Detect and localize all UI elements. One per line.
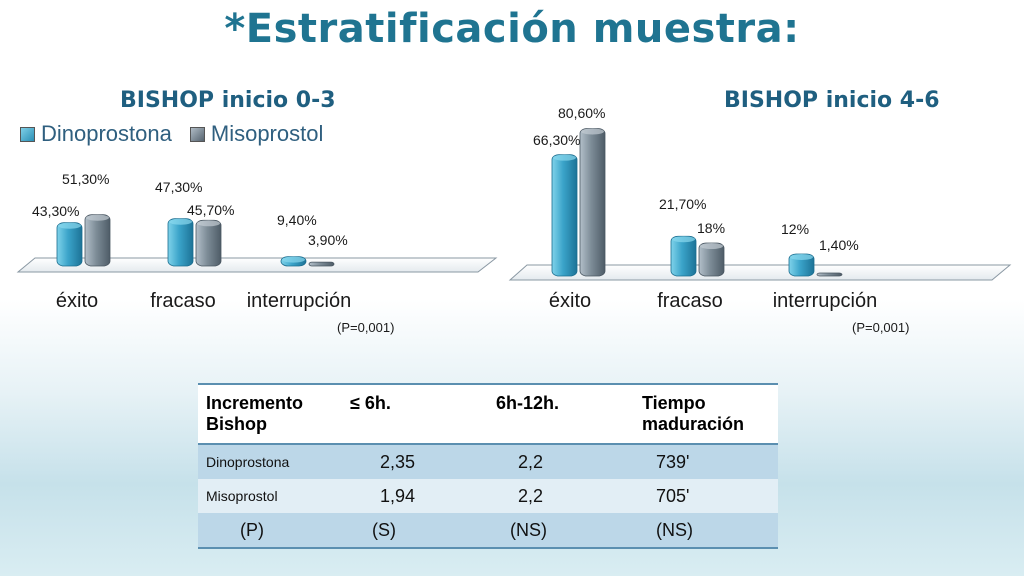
data-label: 21,70% (659, 196, 706, 212)
chart-1-pvalue: (P=0,001) (337, 320, 395, 335)
bar (167, 218, 194, 267)
slide-title: *Estratificación muestra: (224, 6, 800, 52)
legend-item-misoprostol: Misoprostol (189, 121, 324, 147)
data-label: 66,30% (533, 132, 580, 148)
data-label: 51,30% (62, 171, 109, 187)
chart-1-floor (16, 257, 498, 273)
table-cell: 2,2 (488, 444, 634, 479)
bar-cap (581, 128, 604, 135)
table-cell: 2,2 (488, 479, 634, 513)
chart-1-title: BISHOP inicio 0-3 (120, 88, 336, 113)
legend-label-dinoprostona: Dinoprostona (41, 121, 172, 146)
data-label: 47,30% (155, 179, 202, 195)
table-header: Tiempo maduración (634, 383, 778, 445)
data-label: 9,40% (277, 212, 317, 228)
bar-cap (790, 254, 813, 261)
bar-cap (553, 154, 576, 161)
table-header: ≤ 6h. (342, 383, 488, 445)
bar-cap (58, 222, 81, 229)
data-label: 18% (697, 220, 725, 236)
table-cell: 2,35 (342, 444, 488, 479)
table-header-row: Incremento Bishop ≤ 6h. 6h-12h. Tiempo m… (198, 383, 778, 445)
bar-cap (282, 256, 305, 263)
bar (551, 154, 578, 277)
bar-cap (169, 218, 192, 225)
category-label: fracaso (657, 290, 723, 312)
bar-cap (700, 243, 723, 250)
table-cell: (NS) (634, 513, 778, 549)
data-label: 45,70% (187, 202, 234, 218)
table-cell: Misoprostol (198, 479, 342, 513)
table-cell: (S) (342, 513, 488, 549)
chart-2-floor (508, 264, 1012, 281)
legend-item-dinoprostona: Dinoprostona (20, 121, 172, 147)
legend-swatch-misoprostol (189, 126, 205, 142)
table-cell: Dinoprostona (198, 444, 342, 479)
bar (84, 214, 111, 267)
table-cell: 1,94 (342, 479, 488, 513)
data-label: 80,60% (558, 105, 605, 121)
table-cell: 739' (634, 444, 778, 479)
category-label: interrupción (773, 290, 878, 312)
chart-2-pvalue: (P=0,001) (852, 320, 910, 335)
bar (579, 128, 606, 277)
data-label: 3,90% (308, 232, 348, 248)
data-label: 1,40% (819, 237, 859, 253)
bar-cap (86, 214, 109, 221)
bar (816, 272, 843, 277)
table-header: 6h-12h. (488, 383, 634, 445)
bar-cap (672, 236, 695, 243)
table-row: Dinoprostona 2,35 2,2 739' (198, 444, 778, 479)
bar-charts: 43,30% 51,30% éxito 47,30% 45,70% fracaso 9,40… (16, 105, 1012, 312)
bar-cap (197, 220, 220, 227)
legend-label-misoprostol: Misoprostol (210, 121, 324, 146)
bar (308, 261, 335, 267)
table-cell: (P) (198, 513, 342, 549)
chart-2-title: BISHOP inicio 4-6 (724, 88, 940, 113)
table-header: Incremento Bishop (198, 383, 342, 445)
bar (195, 219, 222, 267)
category-label: éxito (549, 290, 591, 312)
table-cell: 705' (634, 479, 778, 513)
chart-legend: Dinoprostona Misoprostol (20, 120, 341, 148)
category-label: fracaso (150, 290, 216, 312)
data-label: 43,30% (32, 203, 79, 219)
table-row: (P) (S) (NS) (NS) (198, 513, 778, 549)
stats-table: Incremento Bishop ≤ 6h. 6h-12h. Tiempo m… (198, 383, 778, 549)
bar (56, 222, 83, 267)
table-cell: (NS) (488, 513, 634, 549)
category-label: interrupción (247, 290, 352, 312)
category-label: éxito (56, 290, 98, 312)
data-label: 12% (781, 221, 809, 237)
table-row: Misoprostol 1,94 2,2 705' (198, 479, 778, 513)
legend-swatch-dinoprostona (20, 126, 35, 142)
